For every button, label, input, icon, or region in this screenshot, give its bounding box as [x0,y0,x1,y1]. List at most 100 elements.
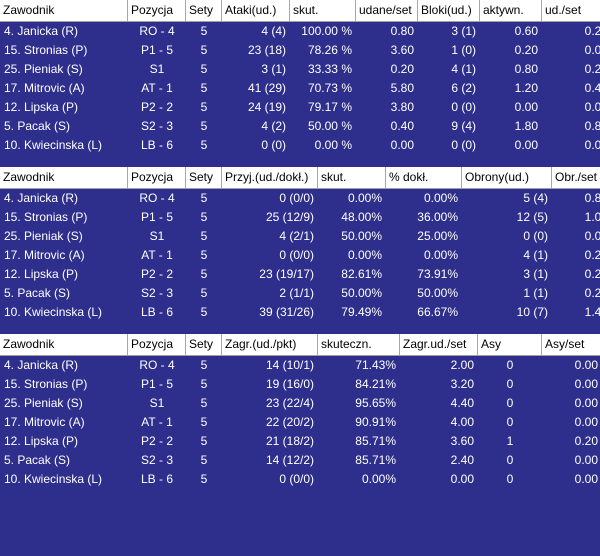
column-header-sety[interactable]: Sety [186,334,222,355]
table-cell: 3.80 [390,100,414,114]
table-row[interactable]: 15. Stronias (P) P1 - 5 5 19 (16/0) 84.21% 3.… [0,375,600,394]
table-cell: 95.65% [355,396,396,410]
column-header-pozycja[interactable]: Pozycja [128,0,186,21]
table-cell: 5. Pacak (S) [4,453,71,467]
table-row[interactable]: 12. Lipska (P) P2 - 2 5 23 (19/17) 82.61% 73.… [0,265,600,284]
table-cell: 5 [200,267,208,281]
table-cell: 25. Pieniak (S) [4,62,83,76]
table-cell: 0 (0) [451,138,476,152]
table-row[interactable]: 5. Pacak (S) S2 - 3 5 14 (12/2) 85.71% 2.40 0 0… [0,451,600,470]
table-row[interactable]: 10. Kwiecinska (L) LB - 6 5 0 (0/0) 0.00% 0.0… [0,470,600,489]
table-cell: 85.71% [355,453,396,467]
table-cell: 0.80 [514,62,538,76]
column-header-pozycja[interactable]: Pozycja [128,334,186,355]
column-header-ud-set[interactable]: ud./set [542,0,600,21]
table-cell: 0.00 [574,396,598,410]
table-cell: 0.00 [574,415,598,429]
table-row[interactable]: 12. Lipska (P) P2 - 2 5 21 (18/2) 85.71% 3.60… [0,432,600,451]
table-row[interactable]: 25. Pieniak (S) S1 5 23 (22/4) 95.65% 4.40 0 0.… [0,394,600,413]
column-header-zawodnik[interactable]: Zawodnik [0,0,128,21]
table-cell: 84.21% [355,377,396,391]
table-cell: 79.49% [341,305,382,319]
table-cell: 0.40 [584,81,600,95]
table-cell: 50.00% [417,286,458,300]
table-cell: 0 (0) [261,138,286,152]
column-header-udane-set[interactable]: udane/set [356,0,418,21]
table-row[interactable]: 5. Pacak (S) S2 - 3 5 2 (1/1) 50.00% 50.00% 1 … [0,284,600,303]
table-cell: 73.91% [417,267,458,281]
table-cell: 15. Stronias (P) [4,210,88,224]
table-cell: 0.00 [574,377,598,391]
table-cell: AT - 1 [141,415,173,429]
table-row[interactable]: 10. Kwiecinska (L) LB - 6 5 39 (31/26) 79.49… [0,303,600,322]
table-row[interactable]: 4. Janicka (R) RO - 4 5 4 (4) 100.00 % 0.80 3 … [0,22,600,41]
table-row[interactable]: 12. Lipska (P) P2 - 2 5 24 (19) 79.17 % 3.80 0… [0,98,600,117]
table-cell: 5. Pacak (S) [4,286,71,300]
table-row[interactable]: 4. Janicka (R) RO - 4 5 14 (10/1) 71.43% 2.00… [0,356,600,375]
column-header-skut[interactable]: skut. [290,0,356,21]
column-header-obrony-ud[interactable]: Obrony(ud.) [462,167,552,188]
column-header-zagr-ud-pkt[interactable]: Zagr.(ud./pkt) [222,334,318,355]
table-cell: S1 [149,396,165,410]
column-header-zawodnik[interactable]: Zawodnik [0,167,128,188]
table-cell: 82.61% [341,267,382,281]
table-cell: 3 (1) [523,267,548,281]
column-header-bloki-ud[interactable]: Bloki(ud.) [418,0,480,21]
table-cell: 0 (0/0) [279,472,314,486]
table-cell: 0.00% [361,472,396,486]
table-cell: 48.00% [341,210,382,224]
column-header-asy[interactable]: Asy [478,334,542,355]
table-row[interactable]: 25. Pieniak (S) S1 5 3 (1) 33.33 % 0.20 4 (1) 0… [0,60,600,79]
table-cell: 0.00 [514,138,538,152]
table-cell: 5 [200,396,208,410]
table-cell: 36.00% [417,210,458,224]
column-header-zagr-ud-set[interactable]: Zagr.ud./set [400,334,478,355]
table-row[interactable]: 17. Mitrovic (A) AT - 1 5 41 (29) 70.73 % 5.8… [0,79,600,98]
table-cell: 50.00% [341,229,382,243]
table-cell: 12. Lipska (P) [4,267,79,281]
table-row[interactable]: 15. Stronias (P) P1 - 5 5 23 (18) 78.26 % 3.6… [0,41,600,60]
table-cell: 50.00% [341,286,382,300]
column-header-skuteczn[interactable]: skuteczn. [318,334,400,355]
table-cell: 5 [200,138,208,152]
table-cell: 5. Pacak (S) [4,119,71,133]
table-cell: 4.00 [450,415,474,429]
table-cell: 19 (16/0) [265,377,314,391]
column-header-aktywn[interactable]: aktywn. [480,0,542,21]
column-header-skut[interactable]: skut. [318,167,386,188]
table-cell: 23 (22/4) [265,396,314,410]
table-cell: 41 (29) [247,81,286,95]
table-row[interactable]: 10. Kwiecinska (L) LB - 6 5 0 (0) 0.00 % 0.00… [0,136,600,155]
table-row[interactable]: 25. Pieniak (S) S1 5 4 (2/1) 50.00% 25.00% 0 (… [0,227,600,246]
table-cell: 4 (1) [451,62,476,76]
table-row[interactable]: 17. Mitrovic (A) AT - 1 5 22 (20/2) 90.91% 4.… [0,413,600,432]
table-cell: 0.00 [514,100,538,114]
column-header-zawodnik[interactable]: Zawodnik [0,334,128,355]
table-cell: 0 [506,453,514,467]
table-cell: 33.33 % [307,62,352,76]
table-cell: 4 (1) [523,248,548,262]
column-header-dok[interactable]: % dokł. [386,167,462,188]
table-cell: AT - 1 [141,81,173,95]
table-cell: 0.40 [390,119,414,133]
table-cell: 0 [506,358,514,372]
column-header-sety[interactable]: Sety [186,167,222,188]
table-cell: 10. Kwiecinska (L) [4,138,103,152]
table-row[interactable]: 15. Stronias (P) P1 - 5 5 25 (12/9) 48.00% 36… [0,208,600,227]
column-header-asy-set[interactable]: Asy/set [542,334,600,355]
table-row[interactable]: 4. Janicka (R) RO - 4 5 0 (0/0) 0.00% 0.00% 5 … [0,189,600,208]
column-header-ataki-ud[interactable]: Ataki(ud.) [222,0,290,21]
column-header-sety[interactable]: Sety [186,0,222,21]
table-cell: 0.00 [574,472,598,486]
table-row[interactable]: 17. Mitrovic (A) AT - 1 5 0 (0/0) 0.00% 0.00%… [0,246,600,265]
table-cell: 0.00 [390,138,414,152]
column-header-przyj-ud-dok[interactable]: Przyj.(ud./dokł.) [222,167,318,188]
table-row[interactable]: 5. Pacak (S) S2 - 3 5 4 (2) 50.00 % 0.40 9 (4)… [0,117,600,136]
column-header-obr-set[interactable]: Obr./set [552,167,600,188]
table-cell: 100.00 % [301,24,352,38]
table-cell: 17. Mitrovic (A) [4,415,85,429]
table-cell: 2 (1/1) [279,286,314,300]
column-header-pozycja[interactable]: Pozycja [128,167,186,188]
table-cell: 0.20 [584,24,600,38]
table-cell: 2.40 [450,453,474,467]
